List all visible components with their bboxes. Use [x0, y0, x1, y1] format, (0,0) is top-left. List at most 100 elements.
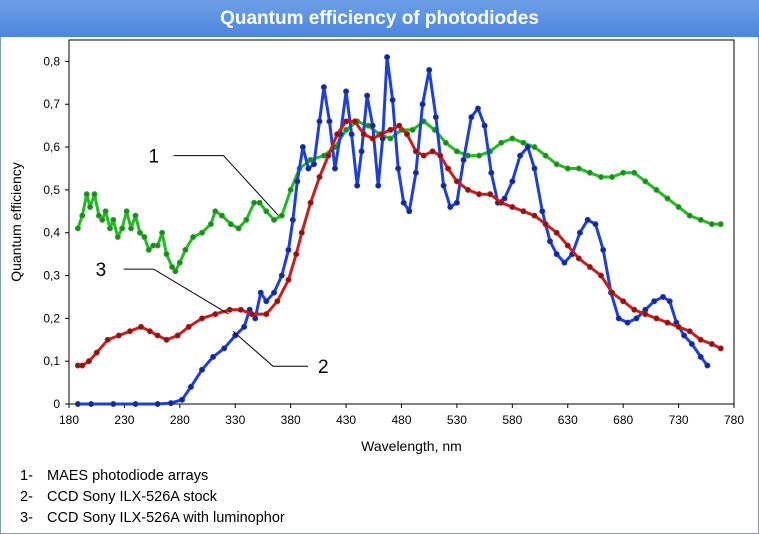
series-3-point: [675, 323, 682, 330]
series-3-point: [274, 298, 281, 305]
series-2-point: [406, 208, 413, 215]
series-2-point: [488, 169, 495, 176]
x-tick-label: 330: [225, 413, 245, 427]
series-3-point: [609, 289, 616, 296]
callout-1-leader: [173, 155, 279, 216]
series-2-point: [110, 400, 117, 407]
series-3-point: [298, 229, 305, 236]
series-2-point: [600, 246, 607, 253]
callout-2-leader: [232, 330, 309, 367]
series-2-point: [154, 400, 161, 407]
series-3-point: [285, 276, 292, 283]
series-2-point: [331, 165, 338, 172]
series-1-point: [163, 251, 170, 258]
series-2-point: [666, 298, 673, 305]
series-2-point: [294, 178, 301, 185]
series-3-point: [429, 148, 436, 155]
series-1-point: [609, 174, 616, 181]
series-2-point: [453, 199, 460, 206]
series-3-point: [686, 328, 693, 335]
series-1-point: [256, 199, 263, 206]
legend-item-3: 3- CCD Sony ILX-526A with luminophor: [20, 508, 285, 529]
series-1-point: [227, 221, 234, 228]
series-3-point: [126, 328, 133, 335]
x-tick-label: 780: [724, 413, 744, 427]
series-2-point: [210, 353, 217, 360]
series-1-point: [123, 208, 130, 215]
series-2-point: [88, 400, 95, 407]
series-2-point: [310, 161, 317, 168]
series-3-point: [453, 178, 460, 185]
series-3-point: [387, 126, 394, 133]
series-3-point: [476, 191, 483, 198]
legend-num: 1-: [20, 468, 33, 484]
series-3-point: [263, 311, 270, 318]
series-2-point: [419, 101, 426, 108]
series-3-point: [717, 345, 724, 352]
series-3-point: [575, 255, 582, 262]
x-tick-label: 230: [114, 413, 134, 427]
series-2-point: [167, 400, 174, 407]
series-3-point: [520, 208, 527, 215]
series-2-point: [358, 148, 365, 155]
series-1-point: [271, 216, 278, 223]
series-2-point: [271, 289, 278, 296]
series-2-point: [660, 293, 667, 300]
series-1-point: [387, 135, 394, 142]
series-2-point: [481, 122, 488, 129]
y-tick-label: 0,5: [43, 183, 60, 197]
series-2-point: [624, 319, 631, 326]
series-1-point: [87, 204, 94, 211]
series-1-point: [498, 139, 505, 146]
series-1-point: [453, 148, 460, 155]
series-1-point: [531, 144, 538, 151]
series-2-point: [460, 156, 467, 163]
series-1-point: [476, 152, 483, 159]
series-1-point: [141, 233, 148, 240]
series-3-point: [334, 131, 341, 138]
series-2-point: [278, 272, 285, 279]
series-1-point: [110, 216, 117, 223]
y-tick-label: 0,2: [43, 311, 60, 325]
series-1-point: [136, 229, 143, 236]
series-2-point: [384, 54, 391, 61]
series-2-point: [299, 144, 306, 151]
series-1-point: [154, 242, 161, 249]
y-tick-label: 0,1: [43, 354, 60, 368]
series-2-point: [468, 114, 475, 121]
series-3-point: [620, 298, 627, 305]
series-3-point: [185, 323, 192, 330]
series-1-point: [79, 212, 86, 219]
series-1-point: [642, 178, 649, 185]
series-1-point: [251, 199, 258, 206]
y-axis-label: Quantum efficiency: [8, 162, 24, 282]
series-3-point: [404, 131, 411, 138]
series-1-point: [190, 233, 197, 240]
series-1-point: [99, 216, 106, 223]
series-2-point: [375, 182, 382, 189]
series-1-point: [95, 212, 102, 219]
series-2-point: [252, 315, 259, 322]
chart-title-bar: Quantum efficiency of photodiodes: [0, 0, 759, 37]
series-1-point: [114, 233, 121, 240]
series-1-point: [509, 135, 516, 142]
series-1-point: [442, 139, 449, 146]
series-1-point: [132, 212, 139, 219]
series-2-point: [369, 122, 376, 129]
series-1-point: [91, 191, 98, 198]
legend-num: 2-: [20, 489, 33, 505]
x-tick-label: 530: [447, 413, 467, 427]
series-3-point: [396, 122, 403, 129]
series-3-point: [564, 242, 571, 249]
series-2-point: [524, 144, 531, 151]
series-3-point: [487, 191, 494, 198]
series-1-point: [686, 212, 693, 219]
series-2-point: [412, 169, 419, 176]
series-1-point: [542, 152, 549, 159]
series-3-point: [420, 152, 427, 159]
series-1-point: [664, 195, 671, 202]
series-3-point: [343, 118, 350, 125]
series-1-point: [263, 208, 270, 215]
series-2-point: [517, 152, 524, 159]
series-1-point: [83, 191, 90, 198]
